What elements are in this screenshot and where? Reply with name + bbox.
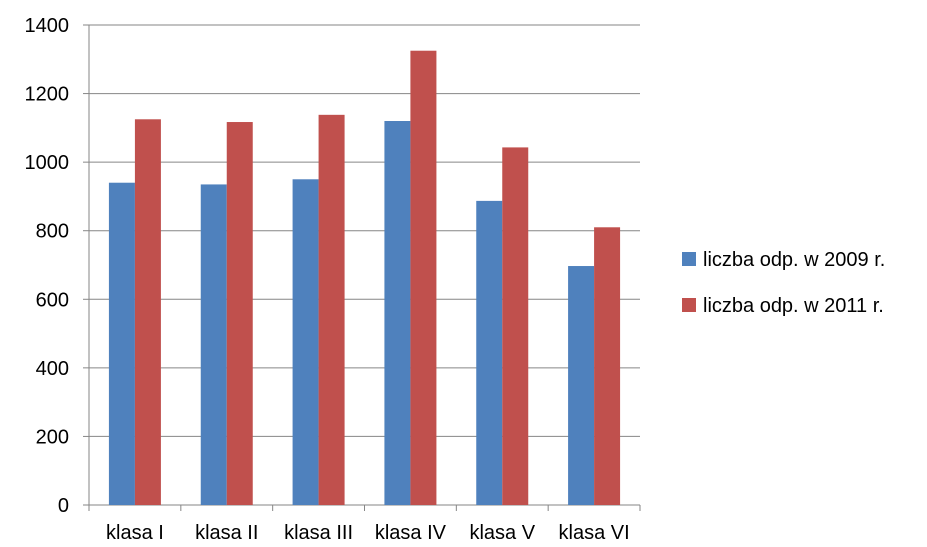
- y-tick-label: 1000: [25, 152, 70, 174]
- y-tick-label: 200: [36, 426, 69, 448]
- bar: [476, 200, 503, 505]
- y-tick-label: 600: [36, 289, 69, 311]
- x-tick-label: klasa III: [284, 522, 353, 544]
- y-tick-label: 1200: [25, 84, 70, 106]
- bar: [108, 182, 135, 505]
- bar: [384, 121, 411, 505]
- legend-swatch: [682, 252, 696, 266]
- y-tick-label: 0: [58, 495, 69, 517]
- bar: [318, 114, 345, 505]
- x-tick-label: klasa I: [106, 522, 164, 544]
- y-tick-label: 1400: [25, 15, 70, 37]
- x-tick-label: klasa IV: [375, 522, 447, 544]
- bar: [568, 266, 595, 505]
- x-tick-label: klasa VI: [559, 522, 630, 544]
- x-tick-label: klasa V: [469, 522, 535, 544]
- bar: [292, 179, 319, 506]
- legend-swatch: [682, 298, 696, 312]
- bar: [594, 227, 621, 506]
- bar: [410, 50, 437, 505]
- bar: [226, 122, 253, 506]
- bar: [200, 184, 227, 505]
- bar: [134, 119, 161, 506]
- bar: [502, 147, 529, 505]
- x-tick-label: klasa II: [195, 522, 258, 544]
- legend-label: liczba odp. w 2011 r.: [703, 295, 884, 317]
- y-tick-label: 400: [36, 358, 69, 380]
- y-tick-label: 800: [36, 221, 69, 243]
- legend-label: liczba odp. w 2009 r.: [703, 249, 885, 271]
